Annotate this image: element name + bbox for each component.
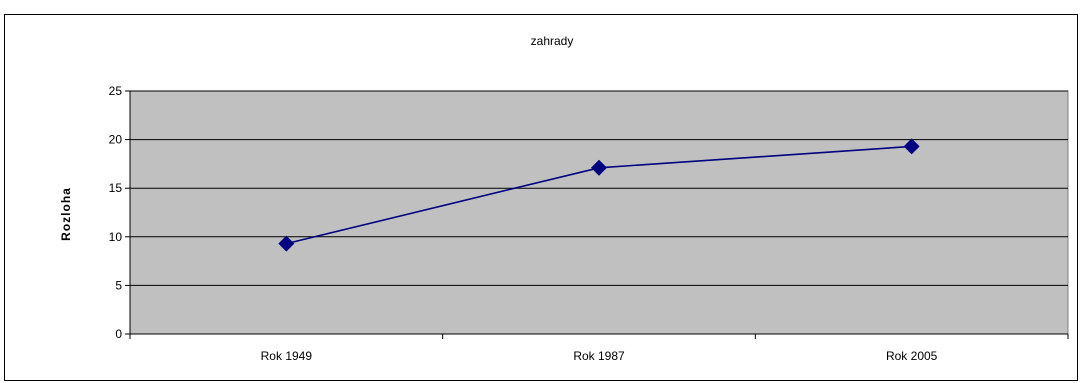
y-axis-label: Rozloha bbox=[59, 187, 73, 241]
chart-title: zahrady bbox=[531, 34, 574, 48]
data-point-0-2 bbox=[903, 138, 920, 155]
x-tick-label-1: Rok 1987 bbox=[573, 349, 625, 363]
y-tick-label-1: 5 bbox=[115, 278, 122, 292]
plot-background bbox=[129, 90, 1069, 335]
plot-area: 0 5 10 15 20 25 Rok 1949 Rok 1987 Rok 2005 bbox=[109, 84, 1069, 363]
y-tick-label-4: 20 bbox=[109, 133, 123, 147]
x-tick-label-0: Rok 1949 bbox=[261, 349, 313, 363]
data-point-0-0 bbox=[278, 235, 295, 252]
x-tick-label-2: Rok 2005 bbox=[886, 349, 938, 363]
y-tick-label-3: 15 bbox=[109, 181, 123, 195]
y-tick-label-2: 10 bbox=[109, 230, 123, 244]
y-tick-label-5: 25 bbox=[109, 84, 123, 98]
y-tick-label-0: 0 bbox=[115, 327, 122, 341]
data-point-0-1 bbox=[591, 159, 607, 176]
